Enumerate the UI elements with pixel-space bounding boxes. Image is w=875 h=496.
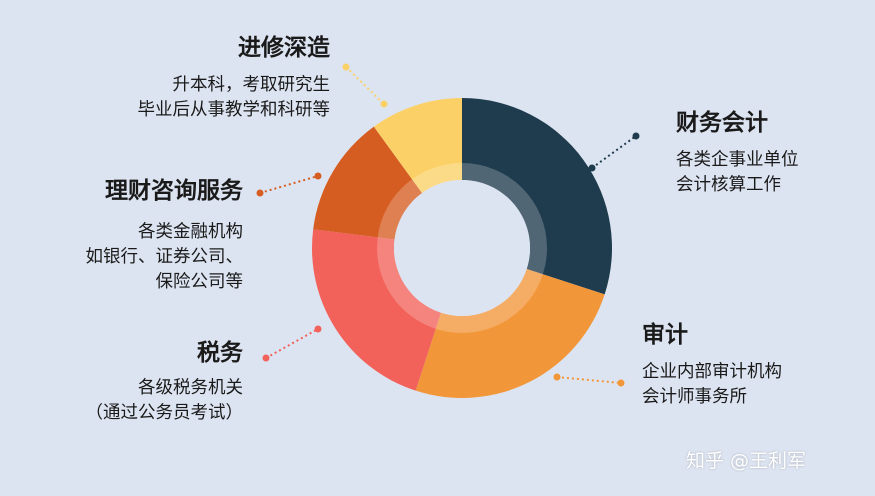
slice-further_study — [373, 98, 462, 193]
accounting-line-1: 各类企事业单位 — [676, 150, 799, 170]
connector-dot-tax-0 — [262, 354, 270, 362]
tax-line-1: 各级税务机关 — [138, 378, 243, 398]
slice-tax — [312, 229, 441, 391]
connector-further-study — [345, 66, 385, 105]
audit-title: 审计 — [642, 322, 688, 348]
connector-accounting — [591, 135, 637, 169]
watermark: 知乎 @王利军 — [686, 450, 807, 472]
slice-audit — [415, 269, 605, 398]
slice-finance_service — [313, 126, 423, 240]
label-accounting: 财务会计 各类企事业单位 会计核算工作 — [676, 108, 799, 198]
connector-dot-further-study-0 — [342, 63, 350, 71]
connector-audit — [556, 376, 622, 384]
accounting-line-2: 会计核算工作 — [676, 175, 781, 195]
slice-accounting — [462, 98, 612, 295]
tax-line-2: （通过公务员考试） — [85, 403, 244, 423]
connector-finance-service — [259, 175, 319, 194]
finance-service-line-2: 如银行、证券公司、 — [85, 247, 244, 267]
label-tax: 税务 各级税务机关 （通过公务员考试） — [86, 338, 244, 426]
label-further-study: 进修深造 升本科，考取研究生 毕业后从事教学和科研等 — [138, 33, 331, 123]
connector-dot-further-study-1 — [380, 100, 388, 108]
finance-service-line-1: 各类金融机构 — [138, 222, 243, 242]
further-study-title: 进修深造 — [238, 35, 330, 61]
connector-dot-accounting-1 — [632, 132, 640, 140]
connector-tax — [265, 328, 319, 359]
connector-dot-audit-0 — [553, 373, 561, 381]
connector-dot-audit-1 — [617, 379, 625, 387]
donut-hole — [394, 180, 530, 316]
further-study-line-2: 毕业后从事教学和科研等 — [137, 100, 331, 120]
finance-service-title: 理财咨询服务 — [105, 178, 243, 204]
connector-dot-accounting-0 — [588, 164, 596, 172]
connector-dot-tax-1 — [314, 325, 322, 333]
label-audit: 审计 企业内部审计机构 会计师事务所 — [642, 320, 782, 410]
audit-line-2: 会计师事务所 — [642, 387, 747, 407]
connector-dot-finance-service-1 — [314, 172, 322, 180]
finance-service-line-3: 保险公司等 — [155, 272, 244, 292]
connector-dot-finance-service-0 — [256, 189, 264, 197]
further-study-line-1: 升本科，考取研究生 — [172, 75, 331, 95]
label-finance-service: 理财咨询服务 各类金融机构 如银行、证券公司、 保险公司等 — [86, 176, 244, 295]
audit-line-1: 企业内部审计机构 — [642, 362, 782, 382]
tax-title: 税务 — [197, 340, 243, 366]
accounting-title: 财务会计 — [676, 110, 768, 136]
